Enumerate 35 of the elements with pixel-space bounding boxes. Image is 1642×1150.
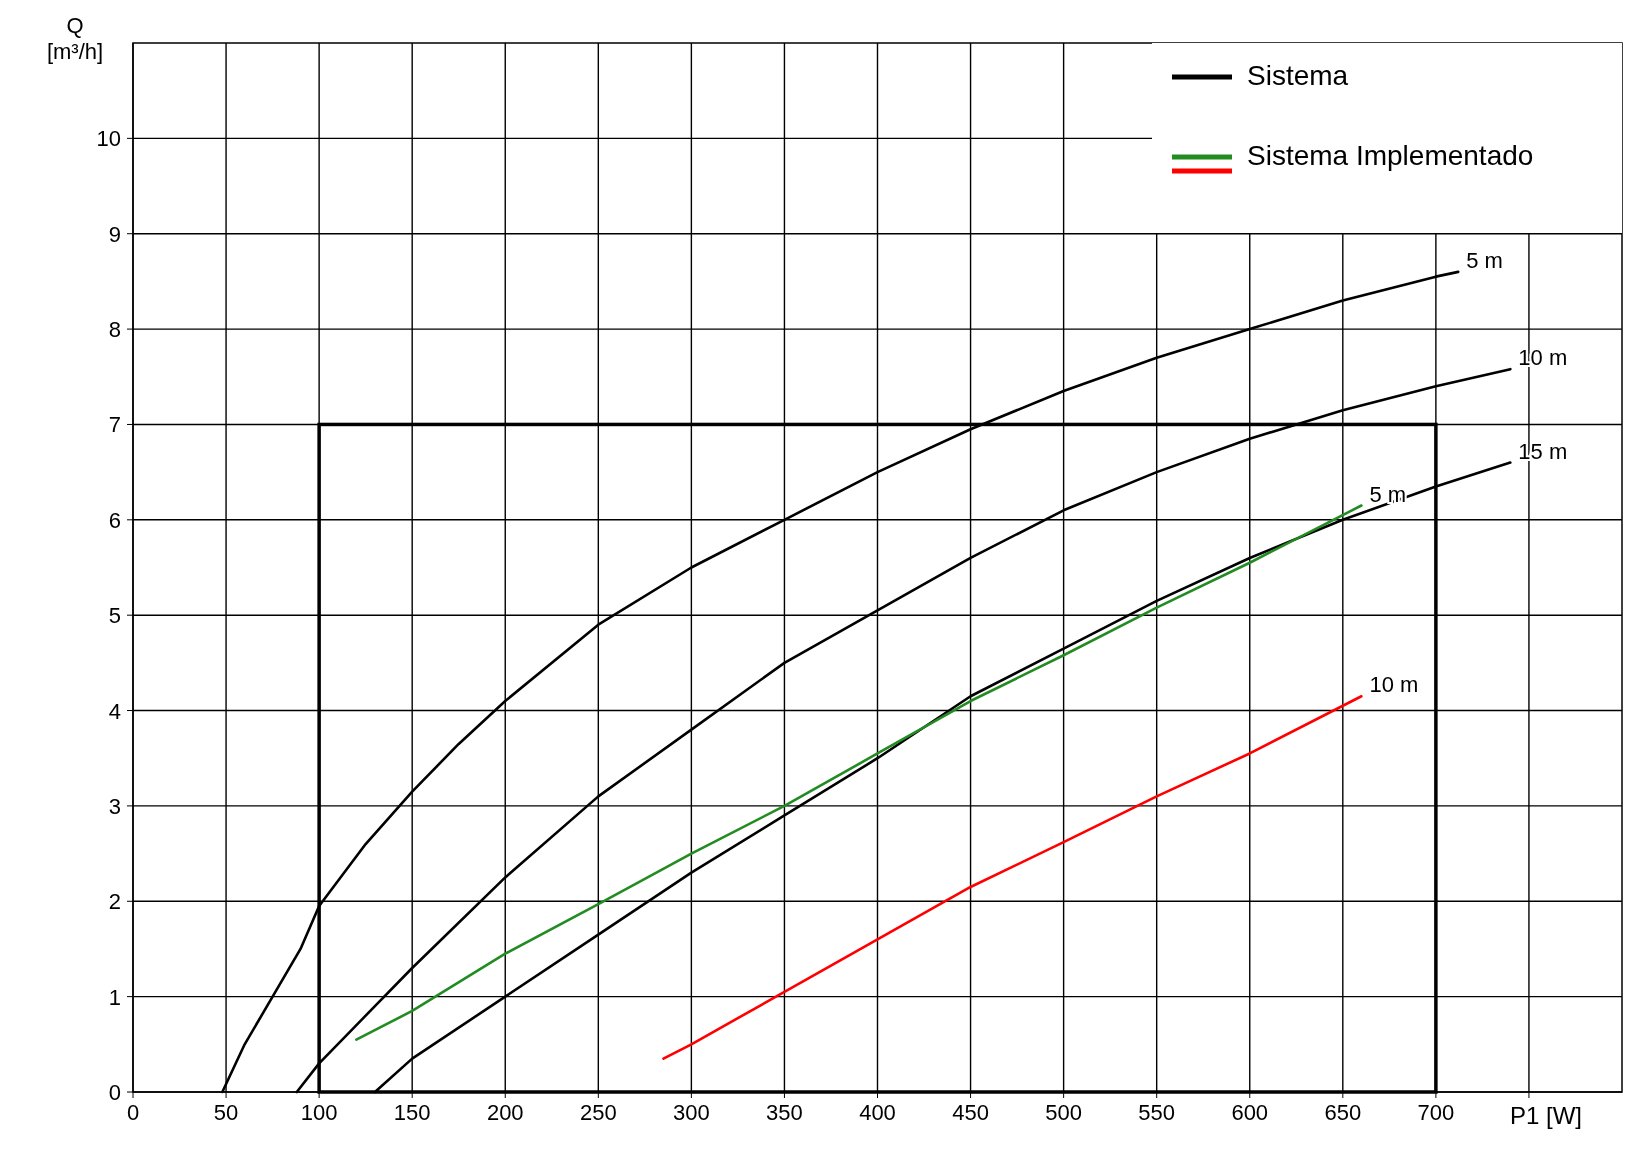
line-series (355, 504, 1363, 1041)
x-tick-label: 50 (213, 1100, 239, 1125)
y-tick-label: 7 (108, 412, 121, 438)
x-tick-label: 450 (952, 1100, 989, 1125)
annotation: 5 m (1466, 247, 1503, 273)
x-tick-label: 0 (126, 1100, 140, 1125)
y-tick-label: 1 (108, 984, 121, 1010)
x-tick-label: 300 (673, 1100, 710, 1125)
y-tick-label: 5 (108, 603, 121, 629)
y-tick-label: 10 (96, 126, 121, 152)
y-tick-label: 9 (108, 221, 121, 247)
x-axis-title: P1 [W] (1509, 1102, 1582, 1129)
x-tick-label: 200 (486, 1100, 524, 1125)
line-series (662, 694, 1363, 1060)
x-tick-label: 100 (300, 1100, 338, 1125)
x-tick-label: 350 (766, 1100, 803, 1125)
x-tick-label: 700 (1417, 1100, 1455, 1125)
x-tick-label: 150 (393, 1100, 431, 1125)
x-tick-label: 550 (1138, 1100, 1176, 1125)
y-tick-label: 4 (108, 698, 121, 724)
y-tick-label: 8 (108, 317, 121, 343)
y-tick-label: 6 (108, 507, 121, 533)
x-tick-label: 250 (579, 1100, 617, 1125)
legend-label: Sistema (1247, 60, 1349, 91)
y-tick-label: 3 (108, 793, 121, 819)
x-tick-label: 400 (859, 1100, 896, 1125)
annotation: 5 m (1369, 481, 1407, 507)
y-tick-label: 0 (108, 1080, 121, 1105)
x-tick-label: 600 (1231, 1100, 1269, 1125)
x-tick-label: 500 (1045, 1100, 1082, 1125)
annotation: 10 m (1369, 672, 1419, 698)
y-tick-label: 2 (108, 889, 121, 915)
y-axis-title: Q [m³/h] (46, 13, 104, 64)
x-tick-label: 650 (1324, 1100, 1362, 1125)
legend-label: Sistema Implementado (1247, 140, 1534, 171)
